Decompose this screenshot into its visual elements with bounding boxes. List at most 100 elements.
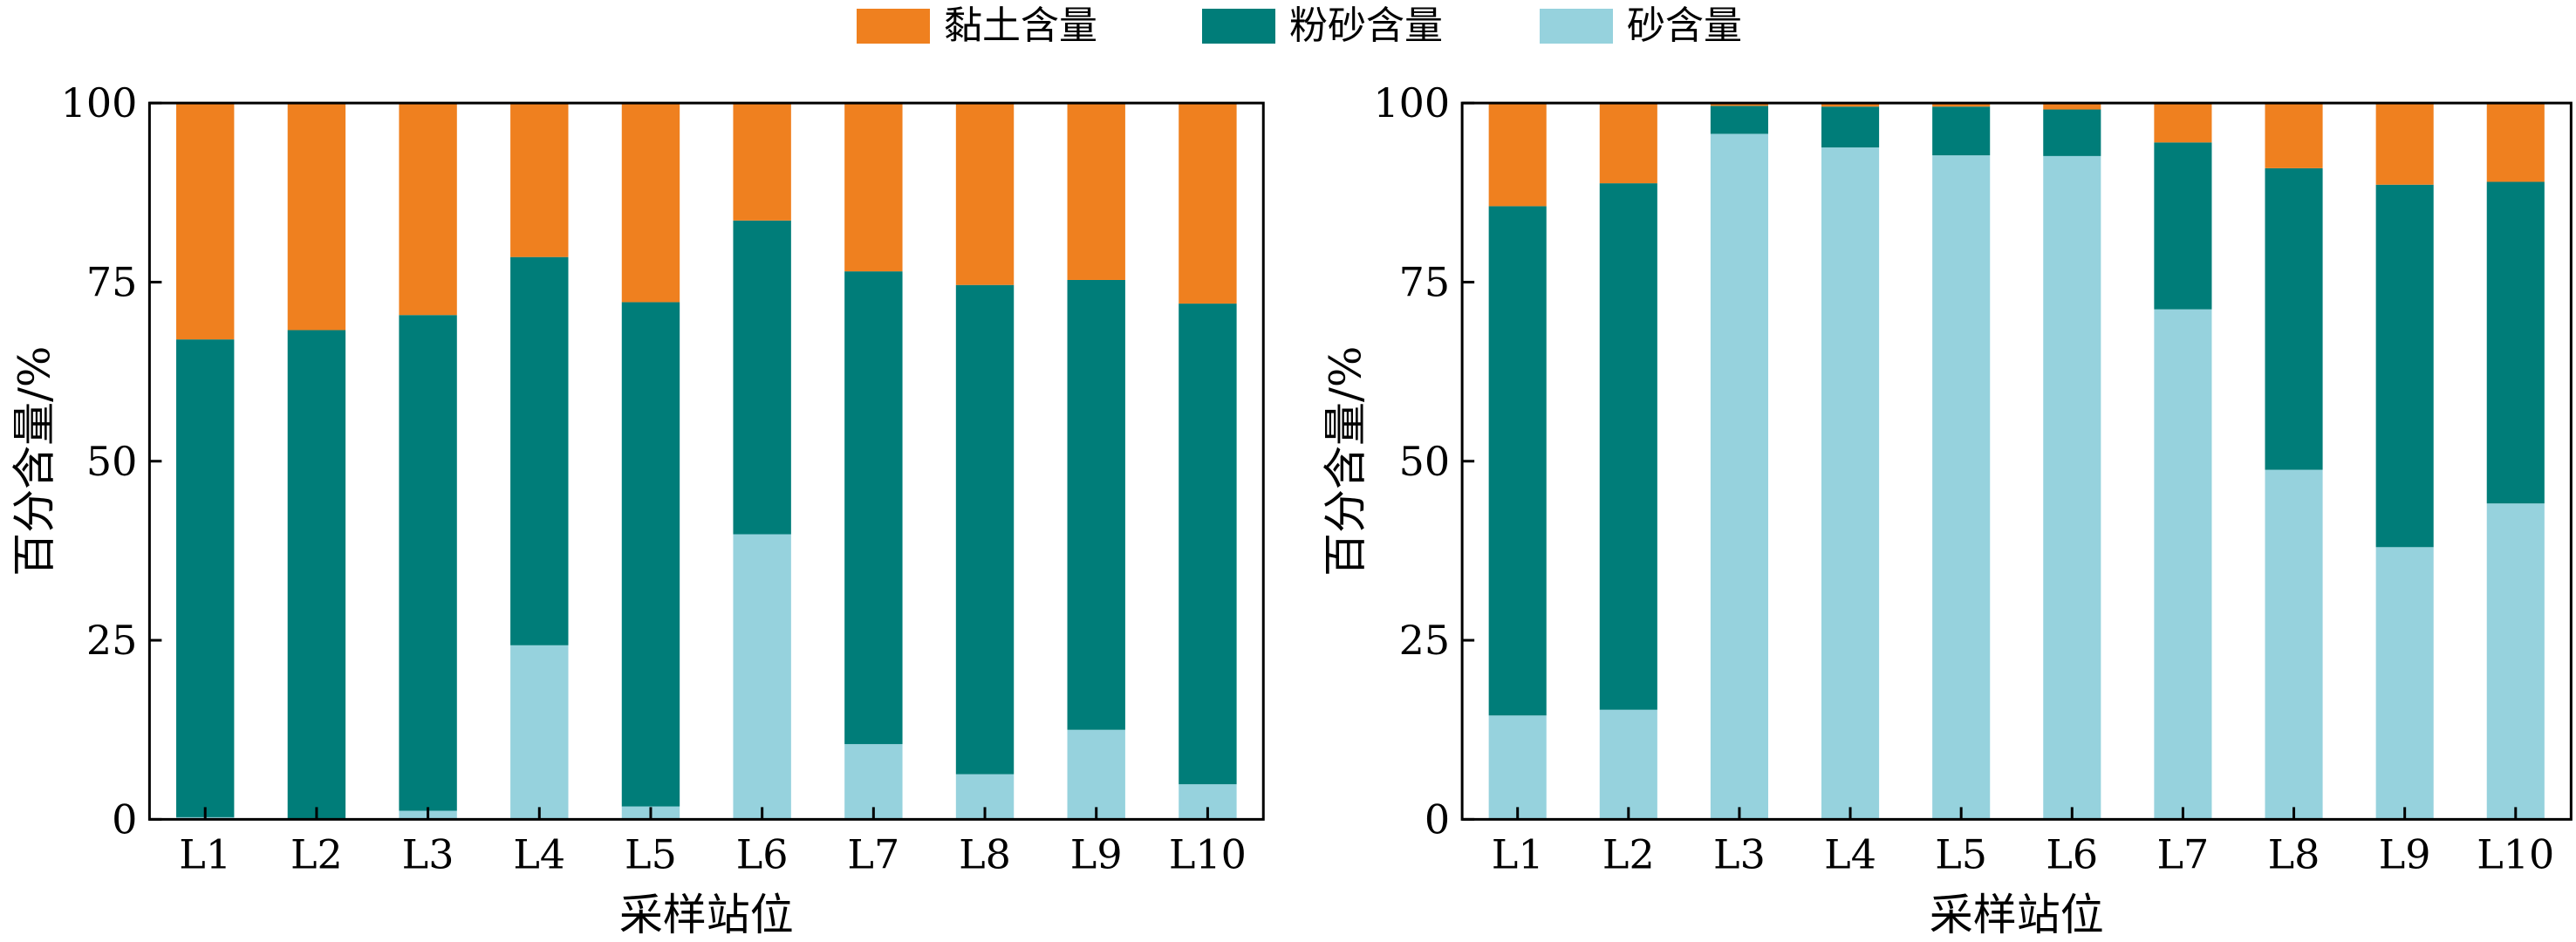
- bar-L3-series-2: [399, 103, 457, 316]
- bar-L5-series-1: [1932, 106, 1991, 156]
- bar-L10-series-1: [1179, 304, 1237, 785]
- x-axis-label: 采样站位: [1930, 890, 2104, 940]
- x-tick-label-L4: L4: [513, 830, 565, 877]
- legend: 黏土含量 粉砂含量 砂含量: [0, 0, 2576, 52]
- x-tick-label-L3: L3: [402, 830, 454, 877]
- y-tick-label: 25: [1399, 617, 1451, 664]
- bar-L5-series-2: [1932, 103, 1991, 107]
- bar-L2-series-1: [287, 330, 346, 820]
- bar-L6-series-2: [2043, 103, 2101, 110]
- bar-L3-series-1: [1710, 106, 1768, 134]
- x-tick-label-L1: L1: [1492, 830, 1544, 877]
- bar-L8-series-2: [955, 103, 1015, 285]
- bar-L6-series-2: [733, 103, 791, 221]
- bar-L1-series-1: [1488, 206, 1547, 716]
- bar-L1-series-2: [1488, 103, 1547, 207]
- x-tick-label-L2: L2: [290, 830, 343, 877]
- y-tick-label: 25: [86, 617, 138, 664]
- y-tick-label: 0: [1425, 795, 1450, 843]
- legend-label-sand: 砂含量: [1627, 3, 1742, 48]
- y-tick-label: 0: [112, 795, 137, 843]
- bar-L8-series-1: [2265, 167, 2323, 470]
- bar-L7-series-0: [2154, 309, 2212, 820]
- x-tick-label-L7: L7: [847, 830, 899, 877]
- x-tick-label-L4: L4: [1824, 830, 1876, 877]
- bar-L9-series-0: [1067, 729, 1125, 820]
- bar-L8-series-0: [2265, 469, 2323, 820]
- bar-L4-series-0: [510, 645, 569, 820]
- x-tick-label-L10: L10: [2477, 830, 2554, 877]
- y-axis-label: 百分含量/%: [1320, 346, 1370, 577]
- x-tick-label-L9: L9: [2379, 830, 2431, 877]
- bar-L1-series-0: [1488, 715, 1547, 820]
- bar-L2-series-1: [1599, 183, 1657, 710]
- x-tick-label-L5: L5: [1935, 830, 1987, 877]
- bar-L9-series-1: [2375, 184, 2434, 548]
- y-tick-label: 50: [86, 438, 138, 485]
- legend-label-clay: 黏土含量: [944, 3, 1097, 48]
- x-tick-label-L6: L6: [736, 830, 789, 877]
- x-axis-label: 采样站位: [619, 890, 794, 940]
- y-tick-label: 100: [1373, 79, 1450, 126]
- bar-L10-series-1: [2486, 181, 2545, 504]
- legend-item-clay: 黏土含量: [857, 5, 1097, 47]
- bar-L7-series-2: [2154, 103, 2212, 143]
- bar-L7-series-0: [844, 744, 903, 820]
- x-tick-label-L5: L5: [625, 830, 677, 877]
- bar-L4-series-2: [1821, 103, 1880, 107]
- bar-L4-series-2: [510, 103, 569, 257]
- bar-L1-series-2: [176, 103, 235, 340]
- bar-L5-series-1: [621, 302, 680, 807]
- bar-L5-series-0: [1932, 155, 1991, 820]
- x-tick-label-L7: L7: [2157, 830, 2210, 877]
- bar-L9-series-1: [1067, 279, 1125, 730]
- x-tick-label-L2: L2: [1602, 830, 1655, 877]
- bar-L6-series-0: [733, 534, 791, 820]
- x-tick-label-L10: L10: [1169, 830, 1247, 877]
- y-axis-label: 百分含量/%: [9, 346, 59, 577]
- chart-left: 0 25 50 75 100 L1 L2 L3 L4 L5 L6 L7 L8 L9 L10 采样站位 百分含量/…: [9, 79, 1265, 940]
- x-tick-label-L3: L3: [1713, 830, 1766, 877]
- bar-L8-series-1: [955, 284, 1015, 775]
- x-tick-label-L8: L8: [959, 830, 1011, 877]
- bar-L4-series-1: [510, 256, 569, 645]
- bar-L6-series-0: [2043, 155, 2101, 820]
- y-tick-label: 100: [61, 79, 138, 126]
- bar-L9-series-2: [2375, 103, 2434, 185]
- bar-L2-series-2: [287, 103, 346, 331]
- bar-L1-series-1: [176, 339, 235, 817]
- bar-L3-series-1: [399, 315, 457, 811]
- bar-L9-series-0: [2375, 547, 2434, 820]
- legend-swatch-silt: [1202, 9, 1275, 44]
- bar-L6-series-1: [733, 220, 791, 535]
- bar-L2-series-0: [1599, 709, 1657, 820]
- bar-L7-series-1: [844, 271, 903, 745]
- bar-L4-series-1: [1821, 106, 1880, 148]
- bar-L2-series-2: [1599, 103, 1657, 184]
- y-tick-label: 50: [1399, 438, 1451, 485]
- legend-swatch-clay: [857, 9, 930, 44]
- legend-item-silt: 粉砂含量: [1202, 5, 1443, 47]
- bar-L4-series-0: [1821, 147, 1880, 820]
- legend-swatch-sand: [1540, 9, 1613, 44]
- bar-L3-series-0: [1710, 133, 1768, 820]
- y-tick-label: 75: [86, 258, 138, 305]
- x-tick-label-L6: L6: [2046, 830, 2098, 877]
- y-tick-label: 75: [1399, 258, 1451, 305]
- x-tick-label-L1: L1: [179, 830, 231, 877]
- chart-right: 0 25 50 75 100 L1 L2 L3 L4 L5 L6 L7 L8 L9 L10 采样站位 百分含量/…: [1320, 79, 2573, 940]
- bar-L8-series-2: [2265, 103, 2323, 168]
- bar-L3-series-2: [1710, 103, 1768, 106]
- bar-L10-series-0: [2486, 503, 2545, 820]
- bar-L6-series-1: [2043, 109, 2101, 156]
- x-tick-label-L9: L9: [1070, 830, 1123, 877]
- bar-L9-series-2: [1067, 103, 1125, 280]
- bar-L7-series-1: [2154, 142, 2212, 310]
- bar-L7-series-2: [844, 103, 903, 272]
- x-tick-label-L8: L8: [2268, 830, 2320, 877]
- bar-L5-series-2: [621, 103, 680, 303]
- bar-L10-series-2: [2486, 103, 2545, 182]
- legend-label-silt: 粉砂含量: [1289, 3, 1443, 48]
- legend-item-sand: 砂含量: [1540, 5, 1742, 47]
